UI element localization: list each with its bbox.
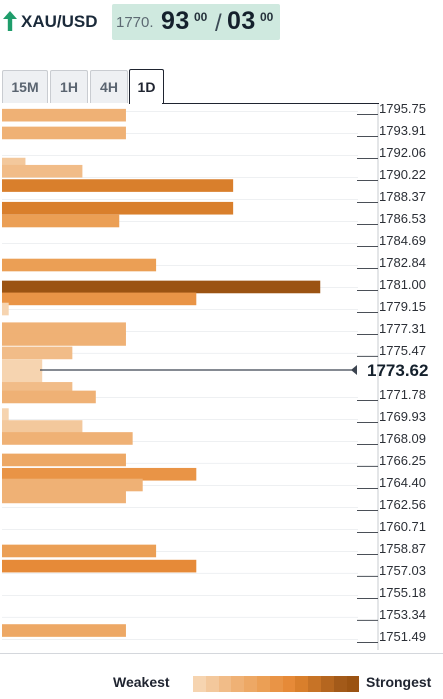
- bid-pipettes: 00: [194, 10, 207, 24]
- legend-swatch-2: [219, 676, 232, 692]
- tab-1h[interactable]: 1H: [50, 70, 88, 103]
- legend-swatch-12: [347, 676, 360, 692]
- confluence-bar: [2, 545, 156, 558]
- price-level-label: 1771.78: [379, 387, 426, 402]
- ask-main-digits: 03: [227, 7, 256, 36]
- strength-legend: Weakest Strongest: [0, 668, 443, 698]
- confluence-bar: [2, 420, 82, 433]
- tab-15m[interactable]: 15M: [2, 70, 48, 103]
- tab-1d[interactable]: 1D: [129, 69, 164, 104]
- confluence-bar: [2, 322, 126, 335]
- price-level-label: 1766.25: [379, 453, 426, 468]
- legend-swatch-7: [283, 676, 296, 692]
- confluence-bar: [2, 479, 143, 492]
- confluence-bar: [2, 165, 82, 178]
- price-level-label: 1779.15: [379, 299, 426, 314]
- legend-swatch-5: [257, 676, 270, 692]
- confluence-bar: [2, 109, 126, 122]
- current-price-marker-icon: [351, 365, 357, 375]
- confluence-bar: [2, 215, 119, 228]
- legend-swatch-8: [295, 676, 308, 692]
- confluence-chart: 1795.75 1793.91 1792.06 1790.22 1788.37 1786.…: [0, 104, 443, 654]
- confluence-bar: [2, 391, 96, 404]
- legend-swatch-11: [334, 676, 347, 692]
- legend-swatch-10: [321, 676, 334, 692]
- confluence-bar: [2, 259, 156, 272]
- instrument-header: XAU/USD 1770. 93 00 / 03 00: [0, 0, 443, 44]
- legend-swatch-4: [244, 676, 257, 692]
- confluence-bar: [2, 432, 133, 445]
- current-price-label: 1773.62: [367, 361, 428, 380]
- price-level-label: 1784.69: [379, 233, 426, 248]
- confluence-bar: [2, 179, 233, 192]
- confluence-bar: [2, 293, 196, 306]
- price-level-label: 1788.37: [379, 189, 426, 204]
- price-level-label: 1769.93: [379, 409, 426, 424]
- price-level-label: 1793.91: [379, 123, 426, 138]
- price-level-label: 1760.71: [379, 519, 426, 534]
- price-level-label: 1762.56: [379, 497, 426, 512]
- bid-ask-price: 1770. 93 00 / 03 00: [112, 4, 280, 40]
- confluence-bar: [2, 624, 126, 637]
- confluence-chart-svg: 1795.75 1793.91 1792.06 1790.22 1788.37 1786.…: [0, 104, 443, 654]
- confluence-bar: [2, 560, 196, 573]
- confluence-bar: [2, 303, 9, 316]
- legend-swatch-1: [206, 676, 219, 692]
- confluence-bar: [2, 333, 126, 346]
- price-level-label: 1781.00: [379, 277, 426, 292]
- tab-4h[interactable]: 4H: [90, 70, 128, 103]
- confluence-bar: [2, 127, 126, 140]
- price-level-label: 1758.87: [379, 541, 426, 556]
- price-level-label: 1782.84: [379, 255, 426, 270]
- confluence-bar: [2, 370, 42, 383]
- legend-swatch-3: [231, 676, 244, 692]
- price-level-label: 1775.47: [379, 343, 426, 358]
- price-level-label: 1755.18: [379, 585, 426, 600]
- price-level-label: 1757.03: [379, 563, 426, 578]
- confluence-bar: [2, 491, 126, 504]
- price-prefix: 1770.: [116, 14, 154, 31]
- price-level-label: 1751.49: [379, 629, 426, 644]
- price-separator: /: [215, 10, 222, 38]
- confluence-bar: [2, 347, 72, 360]
- price-level-label: 1768.09: [379, 431, 426, 446]
- timeframe-tabs: 15M 1H 4H 1D: [0, 70, 443, 105]
- ask-pipettes: 00: [260, 10, 273, 24]
- confluence-bar: [2, 468, 196, 481]
- confluence-bar: [2, 281, 320, 294]
- price-level-label: 1753.34: [379, 607, 426, 622]
- price-level-label: 1795.75: [379, 104, 426, 116]
- confluence-bar: [2, 359, 42, 372]
- instrument-symbol[interactable]: XAU/USD: [21, 12, 98, 32]
- legend-gradient: [193, 676, 359, 692]
- price-level-label: 1764.40: [379, 475, 426, 490]
- legend-weakest-label: Weakest: [113, 674, 170, 690]
- legend-strongest-label: Strongest: [366, 674, 431, 690]
- legend-swatch-9: [308, 676, 321, 692]
- price-level-label: 1792.06: [379, 145, 426, 160]
- arrow-up-icon: [2, 9, 18, 33]
- legend-swatch-0: [193, 676, 206, 692]
- price-level-label: 1786.53: [379, 211, 426, 226]
- confluence-bar: [2, 454, 126, 467]
- confluence-bar: [2, 202, 233, 215]
- price-level-label: 1777.31: [379, 321, 426, 336]
- bid-main-digits: 93: [161, 7, 190, 36]
- price-level-label: 1790.22: [379, 167, 426, 182]
- legend-swatch-6: [270, 676, 283, 692]
- confluence-bar: [2, 408, 9, 421]
